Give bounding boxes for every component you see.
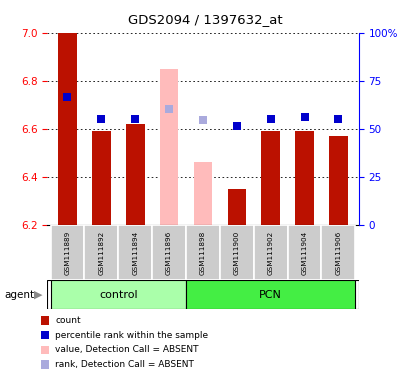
Point (301, 114, 307, 120)
Bar (253, 225, 287, 280)
Text: GSM111904: GSM111904 (301, 230, 307, 275)
Text: rank, Detection Call = ABSENT: rank, Detection Call = ABSENT (55, 360, 194, 369)
Bar (287, 225, 321, 280)
Text: count: count (55, 316, 81, 325)
Bar (50, 225, 84, 280)
Bar (294, 131, 313, 225)
Text: percentile rank within the sample: percentile rank within the sample (55, 331, 208, 340)
Text: control: control (99, 290, 137, 300)
Point (267, 116, 273, 122)
Text: agent: agent (4, 290, 34, 300)
Bar (328, 136, 347, 225)
Text: GSM111892: GSM111892 (98, 230, 104, 275)
Bar (58, 33, 76, 225)
Bar (227, 189, 245, 225)
Bar (118, 225, 152, 280)
Point (334, 116, 341, 122)
Point (98, 116, 104, 122)
Bar (186, 225, 219, 280)
Bar (186, 280, 355, 309)
Text: GSM111902: GSM111902 (267, 230, 273, 275)
Text: value, Detection Call = ABSENT: value, Detection Call = ABSENT (55, 345, 198, 354)
Bar (219, 225, 253, 280)
Text: GSM111896: GSM111896 (166, 230, 172, 275)
Bar (92, 131, 110, 225)
Text: PCN: PCN (258, 290, 281, 300)
Text: ▶: ▶ (34, 290, 42, 300)
Point (233, 123, 240, 129)
Bar (261, 131, 279, 225)
Text: GSM111898: GSM111898 (200, 230, 205, 275)
Point (199, 117, 206, 123)
Text: GSM111906: GSM111906 (335, 230, 341, 275)
Point (165, 106, 172, 113)
Bar (126, 124, 144, 225)
Bar (193, 162, 212, 225)
Text: GSM111894: GSM111894 (132, 230, 138, 275)
Text: GDS2094 / 1397632_at: GDS2094 / 1397632_at (127, 13, 282, 26)
Bar (160, 69, 178, 225)
Point (132, 116, 138, 122)
Text: GSM111900: GSM111900 (233, 230, 239, 275)
Bar (321, 225, 355, 280)
Bar (152, 225, 186, 280)
Text: GSM111889: GSM111889 (64, 230, 70, 275)
Point (64, 94, 71, 101)
Bar (50, 280, 186, 309)
Bar (84, 225, 118, 280)
